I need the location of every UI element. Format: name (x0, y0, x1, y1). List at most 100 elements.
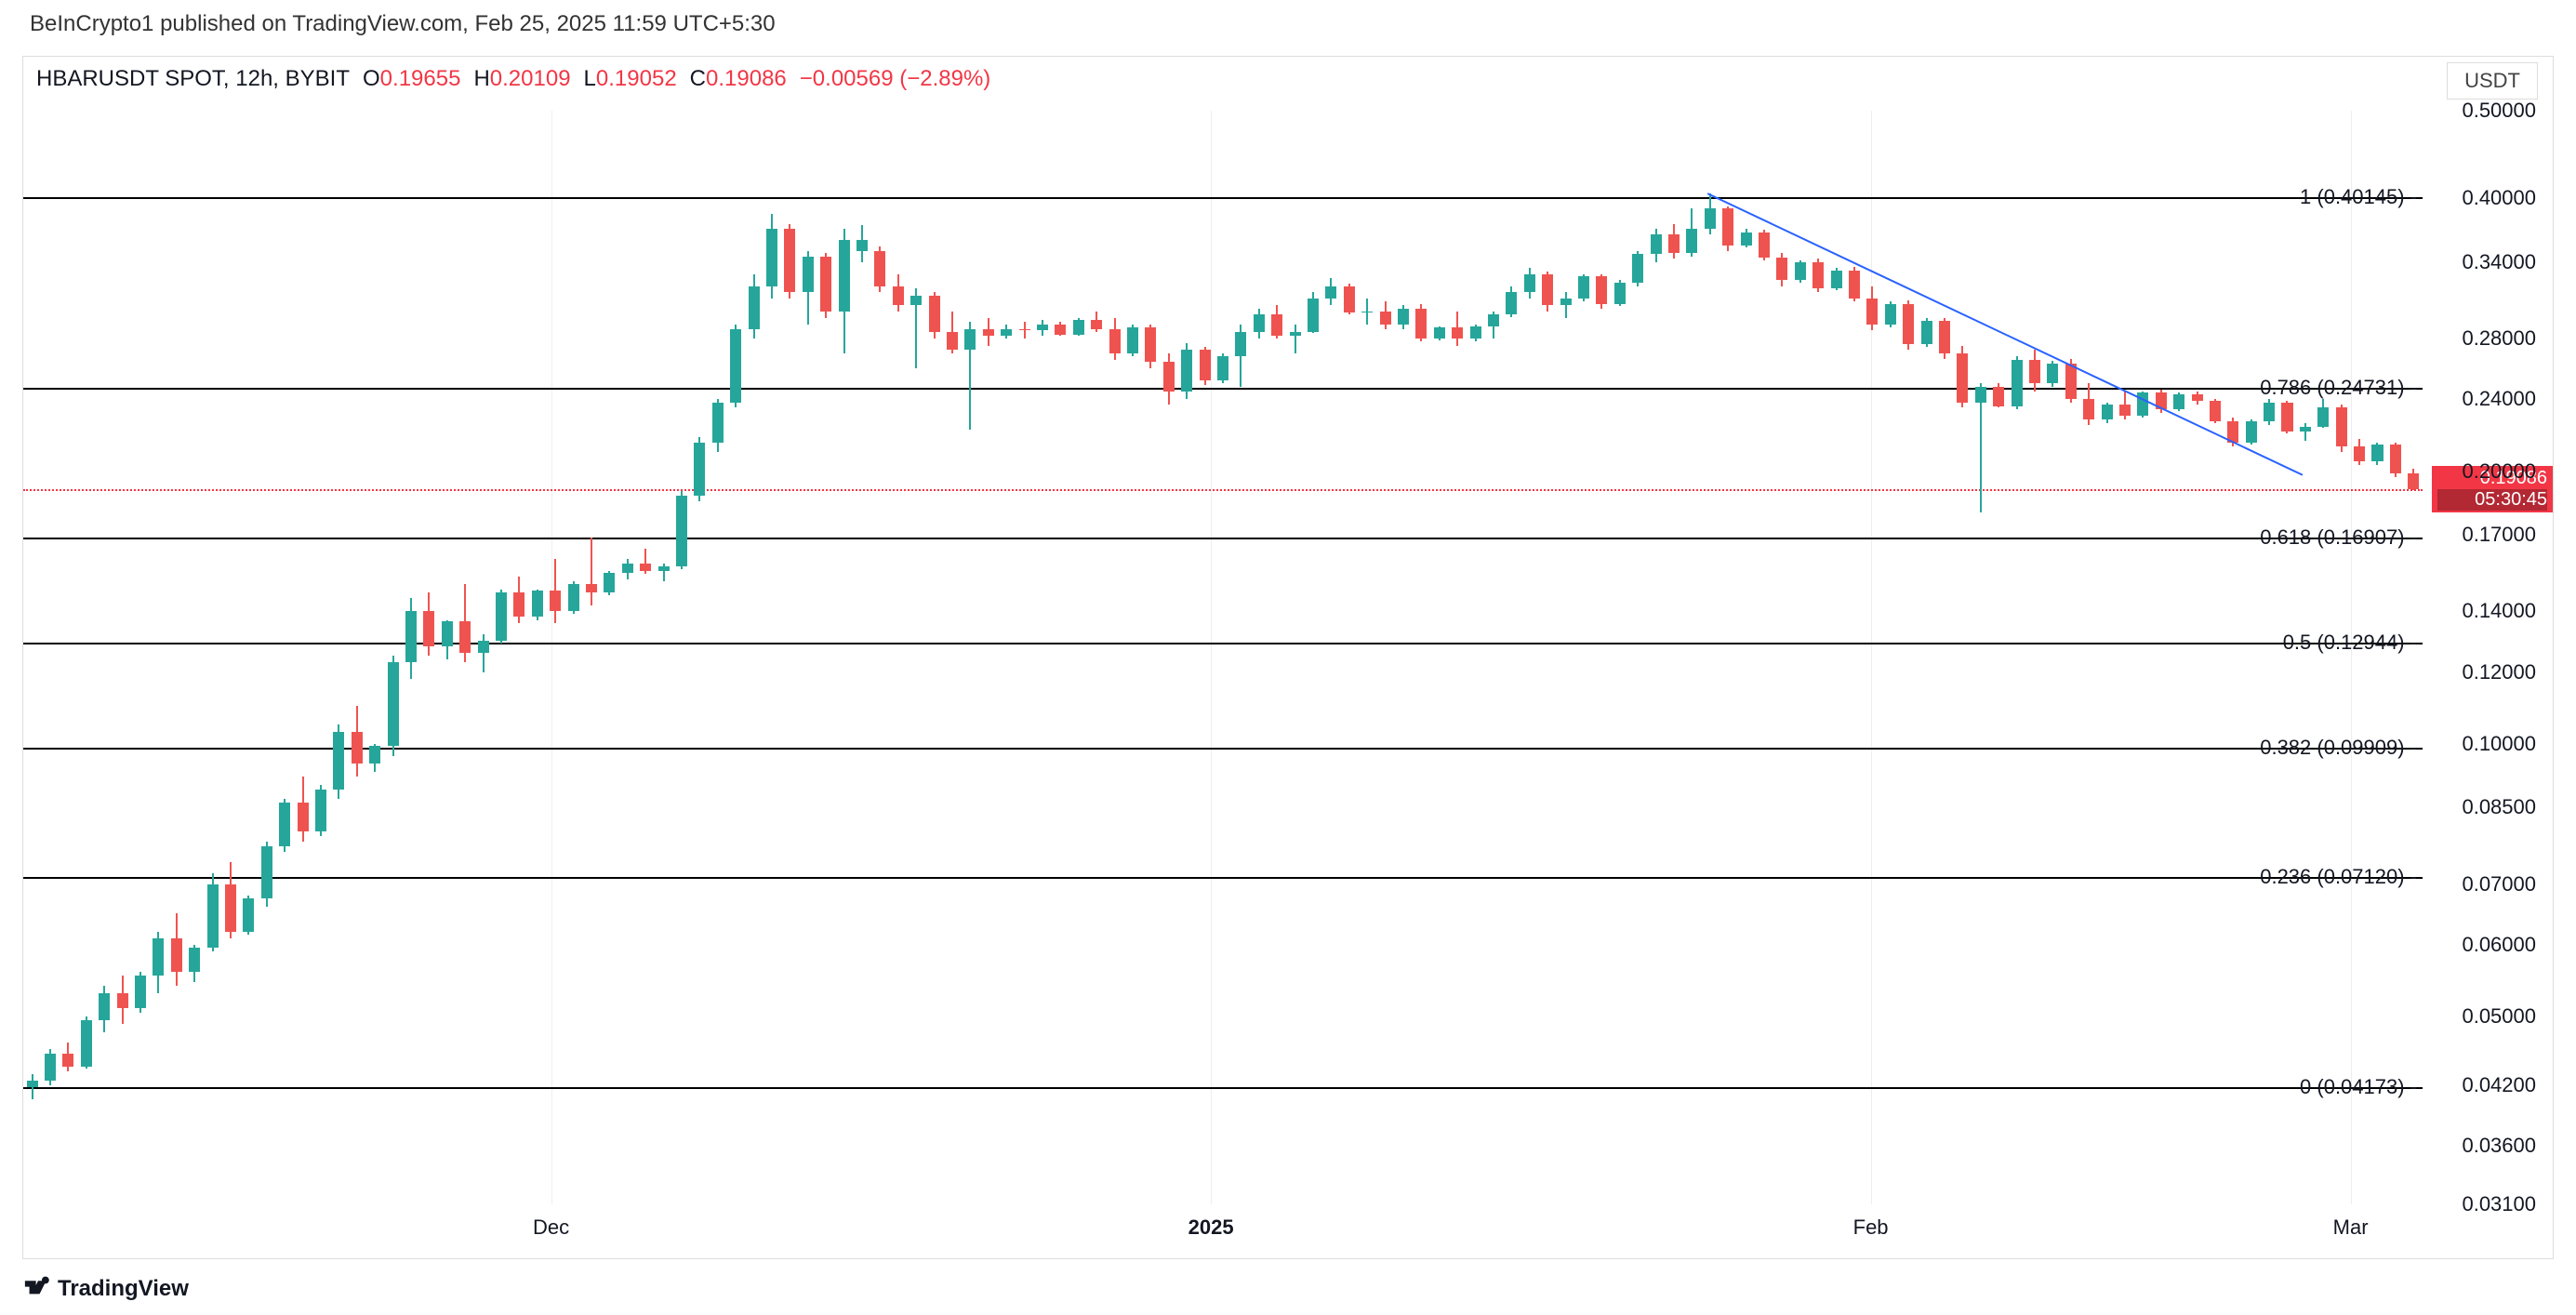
candle (784, 224, 795, 299)
candle (2210, 399, 2221, 422)
candle (749, 274, 760, 339)
candle (1506, 286, 1517, 317)
candle (442, 620, 453, 659)
candle (1993, 383, 2004, 407)
x-tick-label: Dec (533, 1215, 569, 1240)
y-tick-label: 0.40000 (2462, 186, 2536, 210)
fib-line (23, 197, 2423, 199)
candle (81, 1016, 92, 1069)
candle (1705, 193, 1716, 234)
candle (1055, 322, 1066, 336)
candle (910, 288, 922, 367)
candle (1722, 206, 1733, 251)
candle (352, 706, 363, 777)
fib-line (23, 538, 2423, 539)
candle (1308, 292, 1319, 333)
candle (117, 976, 128, 1025)
candle (369, 744, 380, 773)
candle (261, 842, 272, 908)
chart-plot[interactable]: 1 (0.40145) -0.786 (0.24731) -0.618 (0.1… (23, 111, 2423, 1204)
candle (478, 634, 489, 671)
candle (568, 581, 579, 614)
candle (1776, 253, 1787, 286)
candle (2102, 403, 2113, 423)
candle (532, 590, 543, 620)
candle (604, 571, 615, 594)
candle (1235, 325, 1246, 386)
candle (1578, 274, 1589, 301)
candle (1073, 318, 1084, 336)
candle (676, 491, 687, 568)
candle (2390, 443, 2401, 477)
candle (2047, 361, 2058, 387)
candle (874, 246, 885, 292)
candle (1849, 267, 1860, 301)
candle (2300, 423, 2311, 441)
tradingview-text: TradingView (58, 1276, 189, 1302)
candle (2408, 469, 2419, 490)
candle (1831, 268, 1842, 289)
high-value: 0.20109 (490, 66, 571, 91)
candle (730, 325, 741, 407)
candle (2354, 439, 2365, 465)
candle (622, 559, 633, 579)
candle (2065, 359, 2077, 403)
candle (2083, 383, 2094, 425)
candle (1127, 325, 1138, 355)
candle (1380, 301, 1391, 329)
candle (2192, 392, 2203, 405)
x-tick-label: Mar (2333, 1215, 2369, 1240)
candle (1325, 278, 1336, 305)
candle (1686, 208, 1697, 257)
candle (1614, 280, 1626, 306)
low-value: 0.19052 (596, 66, 677, 91)
y-tick-label: 0.14000 (2462, 599, 2536, 623)
candle (1361, 299, 1373, 325)
candle (1091, 312, 1102, 332)
y-tick-label: 0.28000 (2462, 326, 2536, 351)
candle (225, 862, 236, 938)
ohlc-bar: HBARUSDT SPOT, 12h, BYBIT O0.19655 H0.20… (36, 66, 990, 92)
candle (207, 873, 219, 951)
y-tick-label: 0.05000 (2462, 1004, 2536, 1029)
candle (1668, 224, 1680, 259)
change-value: −0.00569 (−2.89%) (800, 66, 991, 92)
candle (1957, 346, 1968, 407)
fib-label: 0 (0.04173) - (2300, 1075, 2417, 1099)
x-tick-label: 2025 (1188, 1215, 1234, 1240)
candle (2173, 392, 2184, 411)
publisher-header: BeInCrypto1 published on TradingView.com… (30, 11, 776, 37)
fib-label: 0.236 (0.07120) - (2260, 865, 2417, 889)
candle (388, 656, 399, 755)
candle (586, 538, 597, 606)
candle (298, 777, 309, 842)
candle (1145, 325, 1156, 367)
candle (856, 225, 868, 262)
candle (2156, 390, 2167, 413)
candle (839, 229, 850, 352)
candle (1939, 318, 1950, 359)
candle (513, 577, 524, 623)
candle (1542, 272, 1553, 312)
candle (2281, 401, 2292, 433)
fib-label: 0.5 (0.12944) - (2283, 631, 2417, 655)
candle (1488, 312, 1499, 339)
y-axis: 0.500000.400000.340000.280000.240000.200… (2423, 111, 2553, 1204)
fib-label: 0.618 (0.16907) - (2260, 525, 2417, 550)
candle (694, 437, 705, 501)
y-tick-label: 0.50000 (2462, 99, 2536, 123)
fib-line (23, 748, 2423, 750)
candle (766, 214, 777, 299)
candle (1795, 260, 1806, 283)
fib-line (23, 877, 2423, 879)
y-tick-label: 0.17000 (2462, 523, 2536, 547)
chart-container[interactable]: HBARUSDT SPOT, 12h, BYBIT O0.19655 H0.20… (22, 56, 2554, 1259)
candle (964, 322, 976, 430)
tradingview-logo-icon (24, 1275, 52, 1302)
candle (1019, 322, 1030, 339)
candle (1632, 251, 1643, 286)
candle (2246, 419, 2257, 445)
tradingview-watermark: TradingView (24, 1275, 189, 1302)
candle (1109, 318, 1121, 360)
candle (1290, 325, 1301, 352)
